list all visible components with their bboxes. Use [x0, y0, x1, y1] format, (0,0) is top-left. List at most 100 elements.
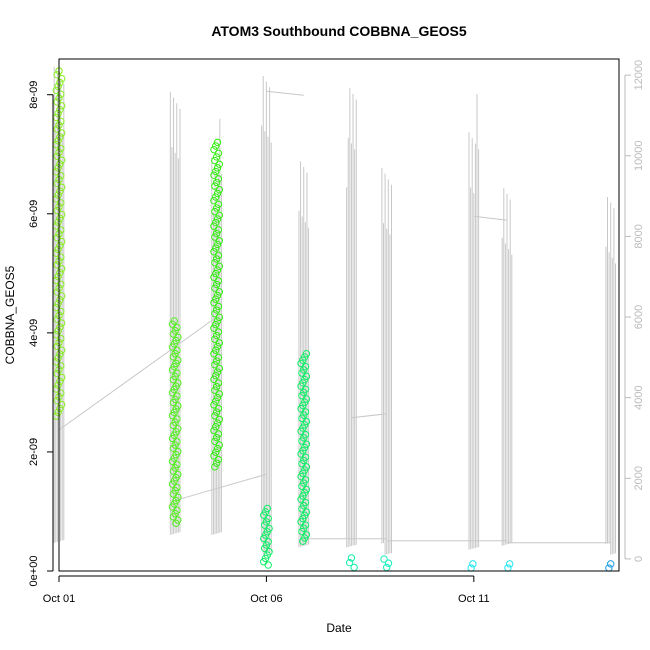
data-point — [212, 382, 221, 391]
y-axis-tick-label: 6e-09 — [28, 200, 40, 228]
data-point — [211, 361, 219, 369]
data-point — [54, 245, 62, 254]
data-point — [56, 404, 64, 413]
data-point — [211, 284, 219, 292]
data-point — [212, 244, 220, 252]
data-point — [214, 175, 223, 183]
x-axis-tick-label: Oct 06 — [250, 593, 282, 605]
data-point — [212, 204, 221, 212]
data-point — [212, 346, 220, 354]
data-point — [212, 448, 220, 456]
y2-axis-tick-label: 0 — [633, 556, 645, 562]
data-point — [213, 215, 222, 223]
data-point — [212, 269, 220, 278]
data-point — [210, 350, 218, 358]
data-point — [56, 296, 64, 304]
axes: Oct 01 Oct 06 Oct 11 0e+00 2e-09 4e-09 6e-09 8e… — [28, 60, 645, 605]
data-point — [210, 452, 218, 460]
data-point — [506, 560, 514, 568]
data-point — [214, 455, 223, 464]
y-axis-tick-label: 0e+00 — [28, 556, 40, 587]
data-point — [56, 350, 64, 358]
data-point — [57, 389, 65, 397]
data-point — [213, 317, 222, 325]
data-point — [215, 288, 224, 296]
data-point — [57, 307, 65, 316]
data-point — [212, 153, 221, 161]
data-point — [54, 327, 62, 335]
data-point — [54, 354, 62, 362]
data-point — [53, 288, 61, 296]
data-point — [57, 199, 65, 207]
data-point — [212, 178, 221, 187]
data-point — [53, 125, 61, 133]
data-point — [211, 412, 219, 420]
y-axis-tick-label: 4e-09 — [28, 319, 40, 347]
data-point — [212, 331, 221, 340]
data-point — [211, 386, 219, 394]
data-point — [215, 415, 224, 424]
data-point — [57, 226, 65, 234]
data-point — [211, 207, 219, 216]
data-point — [212, 357, 221, 365]
data-point — [56, 214, 64, 223]
data-point — [54, 191, 62, 199]
data-point — [56, 78, 64, 87]
data-point — [210, 299, 218, 307]
data-point — [215, 339, 224, 347]
y2-axis-tick-label: 10000 — [633, 140, 645, 171]
data-point — [56, 377, 64, 385]
data-point — [53, 315, 61, 323]
data-point — [56, 268, 64, 277]
data-point — [57, 334, 65, 343]
data-point — [53, 396, 61, 405]
data-point — [53, 179, 61, 188]
data-point — [212, 397, 220, 405]
data-point — [263, 504, 272, 513]
data-point — [213, 189, 222, 198]
data-point — [215, 262, 224, 271]
data-point — [214, 149, 223, 157]
data-point — [53, 261, 61, 269]
data-point — [212, 280, 221, 289]
y-axis-tick-label: 8e-09 — [28, 81, 40, 109]
data-point — [211, 335, 219, 343]
data-point — [215, 313, 224, 322]
data-point — [56, 323, 64, 331]
data-point — [212, 320, 220, 329]
line-connector — [175, 473, 267, 501]
data-point — [54, 299, 62, 308]
data-point — [212, 193, 220, 201]
data-point — [212, 408, 221, 416]
data-point — [214, 226, 223, 234]
y2-axis-tick-label: 2000 — [633, 466, 645, 490]
data-point — [54, 137, 62, 145]
y-axis-label: COBBNA_GEOS5 — [3, 265, 17, 364]
y2-axis-tick-label: 4000 — [633, 385, 645, 409]
data-point — [302, 349, 311, 358]
data-point — [53, 71, 61, 79]
data-point — [56, 160, 64, 168]
data-point — [212, 142, 220, 150]
data-point — [213, 138, 222, 147]
data-point — [469, 560, 477, 568]
data-point — [53, 369, 61, 378]
data-point — [210, 426, 218, 435]
data-point — [53, 98, 61, 106]
data-point — [56, 187, 64, 195]
data-point — [213, 393, 222, 402]
data-point — [214, 353, 223, 362]
data-point — [54, 272, 62, 281]
data-point — [212, 306, 221, 314]
data-point — [57, 90, 65, 98]
data-point — [212, 295, 220, 303]
data-point — [57, 362, 65, 370]
data-point — [215, 160, 224, 168]
data-point — [210, 324, 218, 332]
data-point — [213, 444, 222, 453]
line-connector — [473, 215, 508, 221]
data-point — [211, 182, 219, 190]
data-point — [211, 233, 219, 241]
data-point — [211, 258, 219, 267]
